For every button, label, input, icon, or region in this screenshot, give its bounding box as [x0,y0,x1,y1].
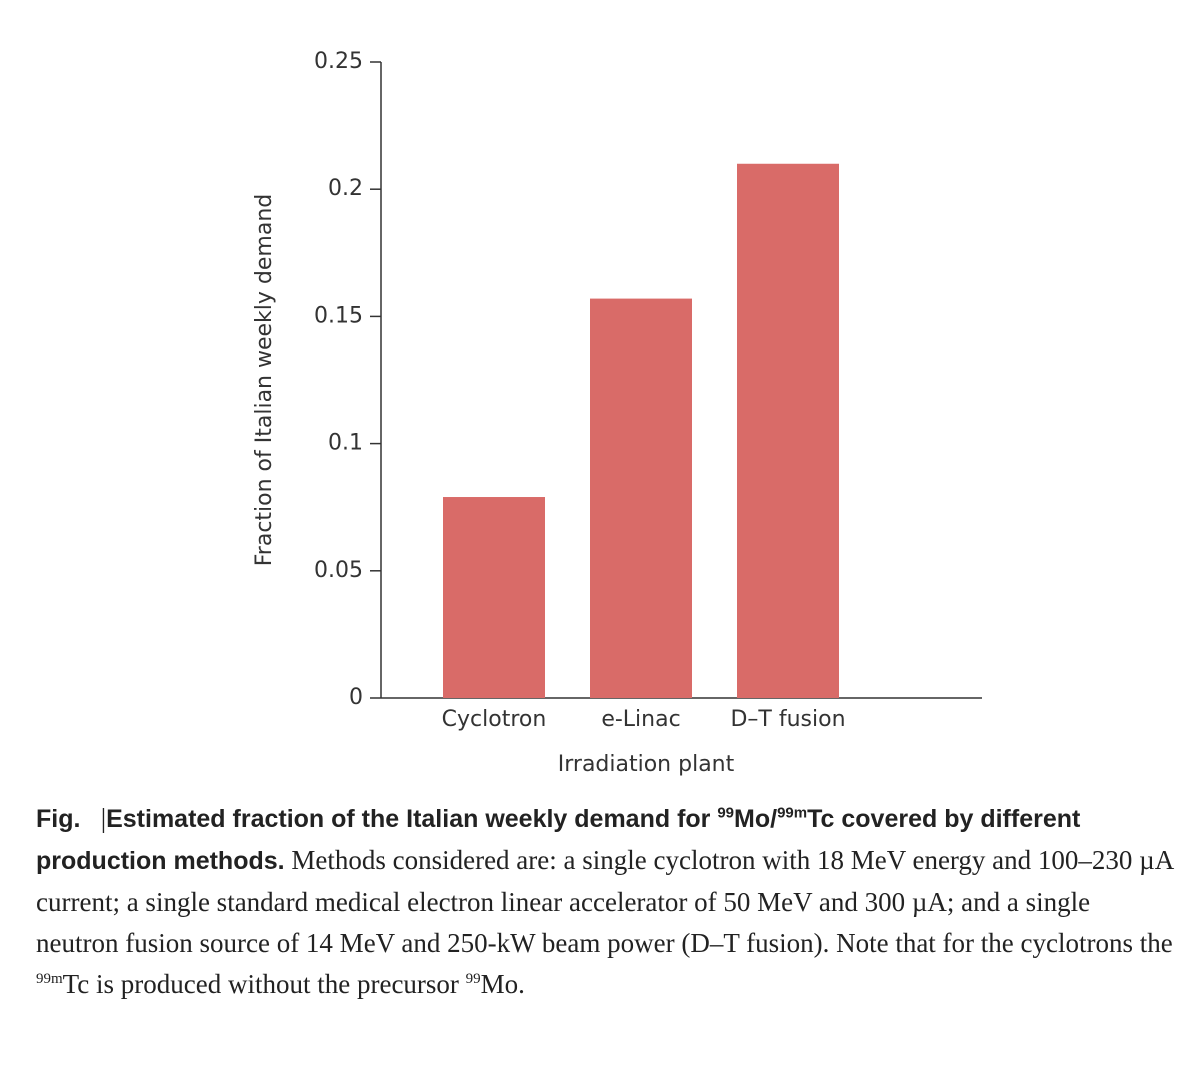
caption-label: Fig. [36,805,81,833]
caption-text: Methods considered are: a single cyclotr… [36,845,1173,958]
x-axis-label: Irradiation plant [558,752,735,777]
caption-text: Tc is produced without the precursor [62,969,466,999]
caption-text: Tc covered by different production metho… [36,805,1081,875]
caption-sup: 99m [777,804,808,822]
bar [737,163,839,698]
caption-text: Mo/ [734,805,778,833]
y-tick-label: 0.25 [314,49,363,74]
bar [443,497,545,698]
caption-sup: 99 [465,971,481,987]
caption: Fig. |Estimated fraction of the Italian … [36,798,1176,1005]
y-axis-label: Fraction of Italian weekly demand [252,194,277,567]
y-tick-label: 0.15 [314,303,363,328]
y-tick-label: 0 [349,685,363,710]
bar [590,298,692,698]
caption-sup: 99m [36,971,63,987]
caption-sup: 99 [717,804,735,822]
caption-title: Estimated fraction of the Italian weekly… [36,805,1080,875]
caption-text: Mo. [480,969,525,999]
caption-text: Estimated fraction of the Italian weekly… [106,805,718,833]
x-tick-label: D–T fusion [730,707,845,732]
y-tick-label: 0.05 [314,558,363,583]
chart: Fraction of Italian weekly demand Irradi… [252,49,982,777]
y-tick-label: 0.2 [328,176,363,201]
y-tick-label: 0.1 [328,431,363,456]
caption-separator: | [100,803,107,833]
x-tick-label: e-Linac [601,707,680,732]
x-tick-label: Cyclotron [442,707,547,732]
